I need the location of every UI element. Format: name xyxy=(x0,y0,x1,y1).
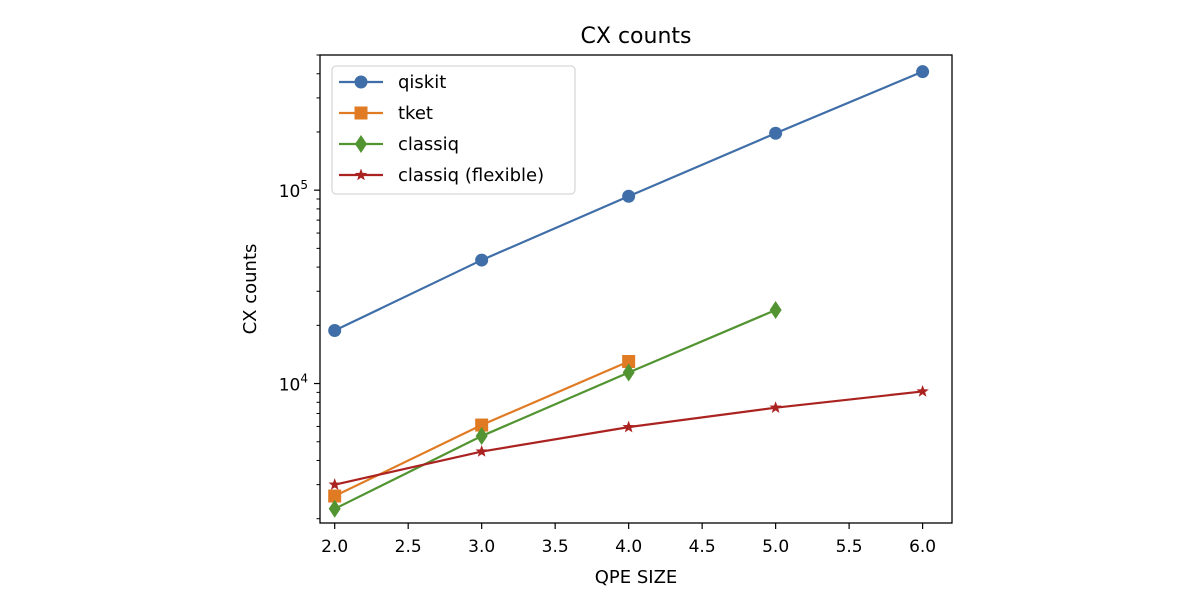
x-tick-label: 2.5 xyxy=(395,537,422,557)
legend-box xyxy=(331,65,576,195)
data-point xyxy=(475,445,488,457)
data-point xyxy=(328,489,342,503)
x-tick-label: 6.0 xyxy=(909,537,936,557)
x-tick-label: 4.0 xyxy=(615,537,642,557)
y-tick-label: 104 xyxy=(279,372,308,396)
series-classiq-flexible xyxy=(328,384,929,490)
data-point xyxy=(475,418,489,432)
legend-label: qiskit xyxy=(398,72,446,93)
legend: qiskit tket classiq classiq (flexible) xyxy=(331,65,576,195)
plot-frame xyxy=(319,54,953,524)
data-point xyxy=(622,354,636,368)
data-point xyxy=(916,384,929,397)
x-tick-label: 5.5 xyxy=(836,537,863,557)
x-axis-label: QPE SIZE xyxy=(595,567,678,588)
legend-item: qiskit xyxy=(339,72,446,93)
data-point xyxy=(328,478,341,490)
data-point xyxy=(769,401,782,413)
legend-item: tket xyxy=(339,103,433,124)
series-classiq xyxy=(328,301,782,518)
x-tick-label: 3.5 xyxy=(542,537,569,557)
legend-item: classiq (flexible) xyxy=(339,165,544,186)
data-point xyxy=(475,427,488,446)
data-point xyxy=(328,499,341,518)
data-point xyxy=(769,126,783,140)
x-tick-label: 5.0 xyxy=(762,537,789,557)
legend-marker xyxy=(354,168,368,181)
legend-marker xyxy=(354,75,368,89)
legend-label: classiq xyxy=(398,134,459,155)
series-line xyxy=(334,308,777,510)
chart-title: CX counts xyxy=(581,24,692,49)
data-point xyxy=(769,301,782,320)
data-point xyxy=(622,189,636,203)
series-tket xyxy=(328,354,636,503)
legend-item: classiq xyxy=(339,134,459,155)
legend-marker xyxy=(355,135,367,153)
x-tick-label: 3.0 xyxy=(468,537,495,557)
data-point xyxy=(622,420,635,433)
x-tick-label: 4.5 xyxy=(689,537,716,557)
data-point xyxy=(916,65,930,79)
data-point xyxy=(622,363,635,382)
data-point xyxy=(475,253,489,267)
legend-label: tket xyxy=(398,103,433,124)
data-point xyxy=(328,324,342,338)
series-qiskit xyxy=(328,65,930,338)
x-tick-label: 2.0 xyxy=(321,537,348,557)
legend-label: classiq (flexible) xyxy=(398,165,544,186)
series-line xyxy=(334,390,923,486)
y-axis-label: CX counts xyxy=(240,244,261,335)
legend-marker xyxy=(354,106,368,120)
y-tick-label: 105 xyxy=(279,178,308,202)
